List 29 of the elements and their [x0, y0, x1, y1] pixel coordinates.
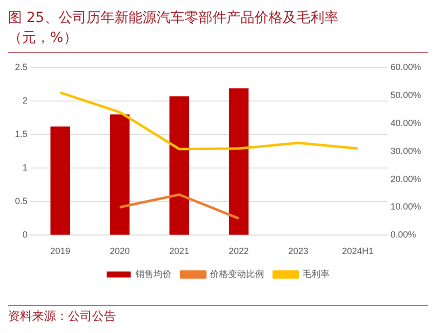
legend-label: 销售均价 — [134, 268, 172, 279]
bar — [228, 88, 249, 235]
x-tick-label: 2020 — [110, 246, 130, 256]
y-tick-label: 0.5 — [14, 196, 28, 206]
legend-label: 毛利率 — [302, 268, 330, 279]
y-tick-label: 1 — [22, 162, 28, 173]
y2-tick-label: 40.00% — [390, 118, 422, 128]
y-tick-label: 2.5 — [14, 62, 28, 72]
x-tick-label: 2024H1 — [342, 246, 374, 256]
x-tick-label: 2021 — [169, 246, 190, 256]
chart-subtitle: （元，%） — [8, 28, 428, 53]
y-tick-label: 0 — [22, 230, 28, 240]
y2-tick-label: 0.00% — [390, 230, 416, 240]
bar — [50, 126, 70, 235]
y2-tick-label: 20.00% — [390, 174, 422, 184]
legend-label: 价格变动比例 — [208, 268, 264, 279]
x-tick-label: 2023 — [288, 246, 308, 256]
chart-title: 图 25、公司历年新能源汽车零部件产品价格及毛利率 — [8, 9, 340, 28]
y2-tick-label: 10.00% — [390, 202, 422, 212]
y2-tick-label: 30.00% — [390, 146, 422, 156]
y2-tick-label: 60.00% — [390, 62, 422, 72]
x-tick-label: 2022 — [228, 246, 249, 256]
y2-tick-label: 50.00% — [390, 90, 422, 100]
x-tick-label: 2019 — [50, 246, 70, 256]
bar — [110, 114, 130, 235]
y-tick-label: 1.5 — [14, 129, 28, 140]
text: 资料来源：公司公告 — [8, 305, 428, 325]
bar — [169, 96, 190, 235]
y-tick-label: 2 — [22, 95, 28, 106]
